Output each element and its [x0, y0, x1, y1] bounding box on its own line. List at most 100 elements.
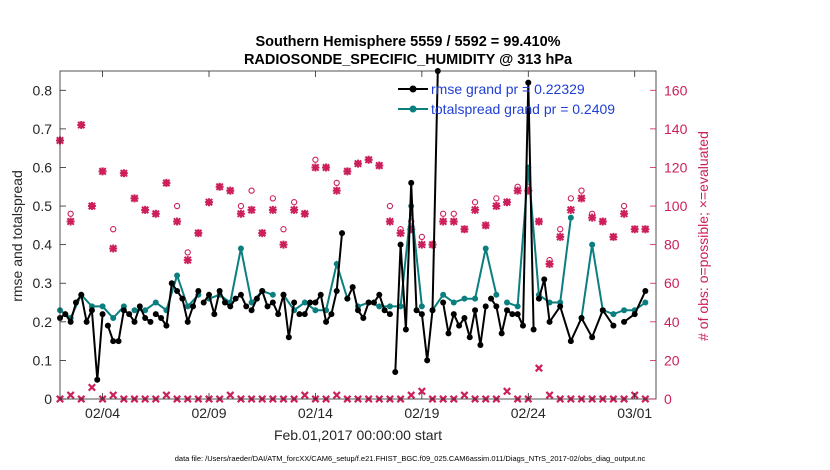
obs-possible-marker	[333, 179, 340, 187]
rmse-point	[317, 291, 324, 298]
rmse-point	[567, 338, 574, 345]
rmse-point	[370, 299, 377, 306]
obs-evaluated-marker	[375, 161, 384, 170]
totalspread-point	[514, 303, 521, 310]
obs-evaluated-marker	[226, 186, 235, 195]
rmse-point	[158, 314, 165, 321]
right-tick-label: 140	[664, 121, 688, 137]
legend-rmse-label: rmse grand pr = 0.22329	[431, 81, 585, 97]
rmse-point	[642, 287, 649, 294]
obs-possible-marker	[493, 195, 500, 202]
rmse-point	[67, 318, 74, 325]
rmse-point	[248, 307, 255, 314]
obs-evaluated-marker	[460, 225, 469, 234]
rmse-point	[498, 330, 505, 337]
rmse-point	[131, 318, 138, 325]
right-tick-label: 160	[664, 82, 688, 98]
plot-frame	[59, 70, 657, 400]
obs-evaluated-marker	[534, 217, 543, 226]
legend-totalspread-marker	[409, 105, 417, 113]
obs-evaluated-marker	[609, 232, 618, 241]
rmse-point	[466, 334, 473, 341]
obs-evaluated-marker	[439, 217, 448, 226]
rmse-point	[275, 311, 282, 318]
obs-evaluated-marker	[598, 217, 607, 226]
obs-evaluated-marker	[247, 205, 256, 214]
obs-evaluated-marker	[279, 240, 288, 249]
rmse-point	[445, 330, 452, 337]
obs-evaluated-marker	[354, 159, 362, 168]
totalspread-point	[131, 307, 138, 314]
rmse-point	[78, 291, 85, 298]
obs-evaluated-marker	[173, 217, 182, 226]
obs-evaluated-marker	[641, 225, 650, 234]
obs-evaluated-marker	[98, 167, 107, 176]
obs-evaluated-marker	[428, 240, 437, 249]
rmse-point	[142, 314, 149, 321]
obs-evaluated-marker	[130, 194, 139, 203]
obs-evaluated-marker	[141, 205, 150, 214]
x-tick-label: 03/01	[617, 405, 652, 421]
chart-subtitle: RADIOSONDE_SPECIFIC_HUMIDITY @ 313 hPa	[244, 52, 573, 68]
totalspread-point	[99, 303, 106, 310]
totalspread-point	[450, 299, 457, 306]
rmse-point	[424, 357, 431, 364]
rmse-point	[99, 311, 106, 318]
rmse-point	[477, 341, 484, 348]
right-tick-label: 80	[664, 237, 680, 253]
obs-evaluated-marker	[396, 229, 405, 238]
obs-possible-marker	[620, 202, 628, 210]
rmse-point	[535, 295, 542, 302]
legend-rmse-marker	[409, 85, 417, 93]
right-tick-label: 20	[664, 352, 680, 368]
totalspread-point	[621, 307, 628, 314]
plot-area	[60, 71, 656, 399]
rmse-point	[184, 318, 191, 325]
totalspread-point	[610, 311, 617, 318]
totalspread-point	[386, 303, 393, 310]
rmse-point	[376, 291, 383, 298]
rmse-point	[349, 284, 356, 291]
obs-possible-marker	[173, 202, 181, 210]
rmse-point	[408, 179, 415, 186]
totalspread-point	[418, 303, 425, 310]
rmse-point	[541, 276, 548, 283]
obs-possible-marker	[237, 202, 245, 210]
obs-evaluated-marker	[119, 169, 128, 178]
obs-low-count-marker	[407, 391, 416, 400]
rmse-point	[200, 299, 207, 306]
totalspread-point	[642, 299, 649, 306]
rmse-point	[450, 311, 457, 318]
rmse-point	[631, 311, 638, 318]
obs-evaluated-marker	[300, 209, 309, 218]
rmse-point	[392, 368, 399, 375]
totalspread-point	[174, 272, 181, 279]
totalspread-point	[152, 299, 159, 306]
rmse-point	[530, 326, 537, 333]
rmse-point	[253, 295, 260, 302]
obs-evaluated-marker	[630, 225, 639, 234]
rmse-point	[152, 311, 159, 318]
rmse-point	[301, 311, 308, 318]
obs-evaluated-marker	[183, 256, 192, 265]
rmse-point	[88, 307, 95, 314]
left-tick-label: 0.8	[33, 82, 53, 98]
obs-evaluated-marker	[407, 225, 416, 234]
rmse-point	[291, 299, 298, 306]
obs-evaluated-marker	[87, 202, 96, 211]
totalspread-point	[440, 291, 447, 298]
rmse-point	[269, 299, 276, 306]
obs-evaluated-marker	[620, 209, 629, 218]
obs-possible-marker	[386, 202, 394, 210]
obs-evaluated-marker	[109, 244, 118, 253]
rmse-point	[62, 311, 69, 318]
obs-evaluated-marker	[205, 198, 213, 207]
obs-evaluated-marker	[417, 240, 426, 249]
totalspread-point	[269, 291, 276, 298]
left-tick-label: 0.5	[33, 198, 53, 214]
rmse-point	[493, 303, 500, 310]
totalspread-point	[110, 314, 117, 321]
rmse-point	[402, 326, 409, 333]
obs-low-count-marker	[332, 391, 341, 400]
x-tick-label: 02/24	[511, 405, 546, 421]
